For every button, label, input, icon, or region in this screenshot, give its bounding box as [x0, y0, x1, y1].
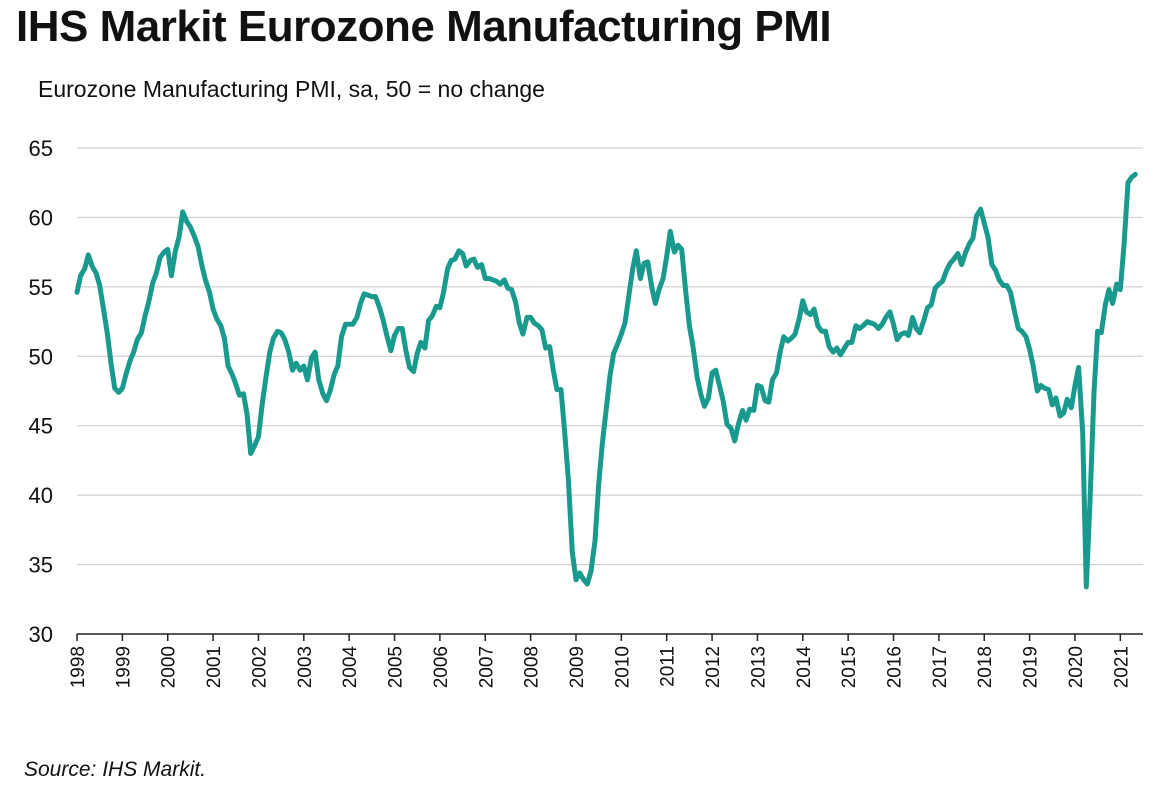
x-tick-label: 2017	[930, 646, 951, 688]
chart-subtitle: Eurozone Manufacturing PMI, sa, 50 = no …	[38, 76, 545, 102]
y-tick-label: 55	[29, 275, 53, 300]
x-tick-label: 2020	[1066, 646, 1087, 688]
x-tick-label: 2007	[476, 646, 497, 688]
x-tick-label: 1999	[113, 646, 134, 688]
y-tick-label: 65	[29, 136, 53, 161]
y-gridlines	[77, 147, 1143, 566]
x-tick-label: 2002	[249, 646, 270, 688]
x-axis	[76, 633, 1143, 641]
y-tick-label: 30	[29, 622, 53, 647]
line-chart: 30 35 40 45 50 55 60 65 1998 1999 2000 2001 2002 200…	[29, 136, 1143, 689]
x-tick-label: 2008	[522, 646, 543, 688]
y-tick-label: 60	[29, 205, 53, 230]
x-tick-label: 2021	[1111, 646, 1132, 688]
x-tick-label: 2019	[1021, 646, 1042, 688]
x-tick-label: 2018	[975, 646, 996, 688]
y-tick-labels: 30 35 40 45 50 55 60 65	[29, 136, 53, 647]
x-tick-label: 2009	[567, 646, 588, 688]
x-tick-label: 2005	[386, 646, 407, 688]
source-note: Source: IHS Markit.	[24, 758, 207, 781]
x-tick-label: 2011	[658, 646, 679, 687]
x-tick-label: 2014	[794, 646, 815, 689]
x-tick-label: 2015	[839, 646, 860, 688]
x-tick-label: 2012	[703, 646, 724, 688]
pmi-series-line	[74, 171, 1138, 590]
y-tick-label: 50	[29, 344, 53, 369]
x-tick-label: 2016	[885, 646, 906, 688]
x-tick-label: 2006	[431, 646, 452, 688]
y-tick-label: 35	[29, 553, 53, 578]
x-tick-labels: 1998 1999 2000 2001 2002 2003 2004 2005 2006 2007…	[68, 646, 1132, 689]
x-tick-label: 2003	[295, 646, 316, 688]
y-tick-label: 45	[29, 414, 53, 439]
x-tick-label: 1998	[68, 646, 89, 688]
x-tick-label: 2000	[159, 646, 180, 688]
x-tick-label: 2001	[204, 646, 225, 688]
y-tick-label: 40	[29, 483, 53, 508]
x-tick-label: 2010	[612, 646, 633, 688]
x-tick-label: 2013	[748, 646, 769, 688]
x-tick-label: 2004	[340, 646, 361, 689]
chart-title: IHS Markit Eurozone Manufacturing PMI	[16, 2, 832, 51]
